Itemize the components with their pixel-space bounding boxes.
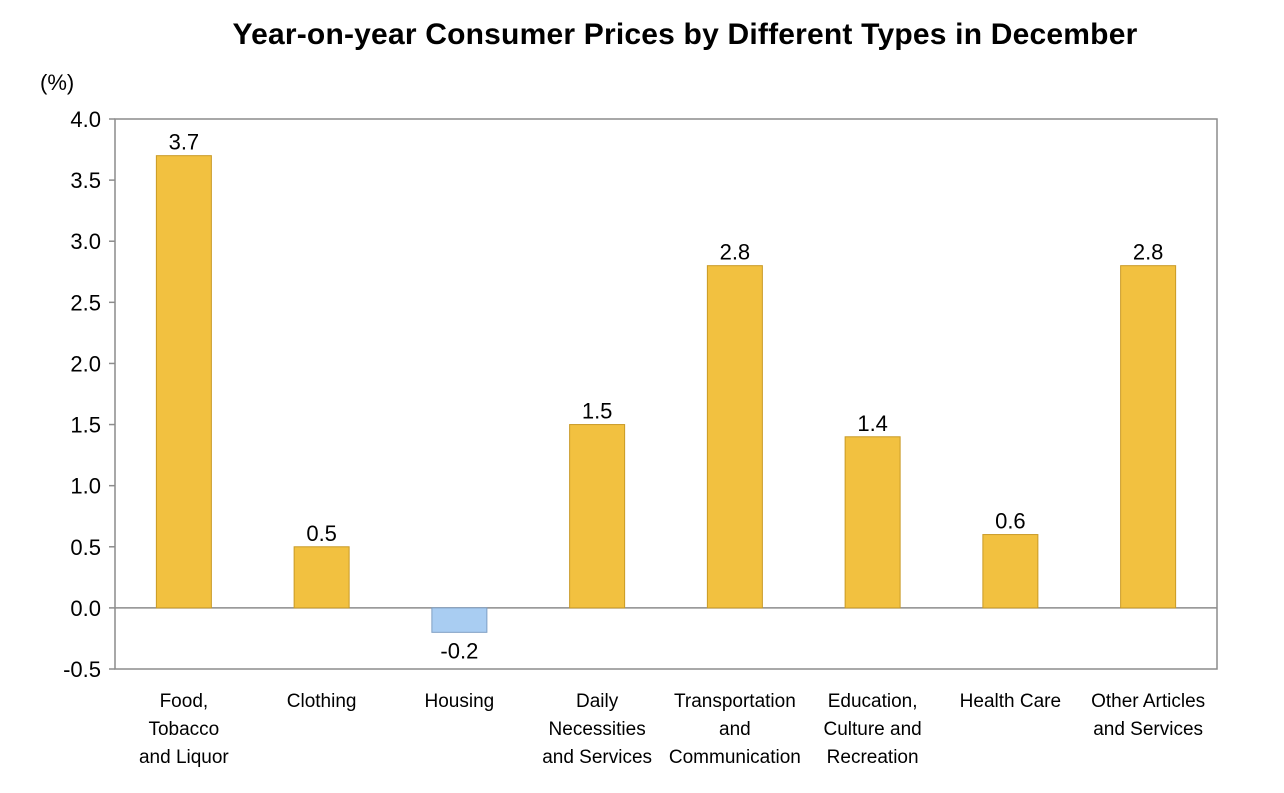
x-tick-label: Other Articles [1091,691,1205,712]
x-tick-label: Daily [576,691,619,712]
y-axis-unit-label: (%) [40,70,74,95]
data-label: 1.5 [582,399,613,424]
y-tick-label: 0.0 [70,596,101,621]
data-label: 0.5 [306,521,337,546]
data-label: 0.6 [995,509,1026,534]
y-tick-label: 2.0 [70,351,101,376]
x-tick-label: and Services [542,747,652,768]
x-tick-label: Culture and [824,719,922,740]
x-tick-label: Health Care [960,691,1061,712]
x-tick-label: Communication [669,747,801,768]
data-label: 1.4 [857,411,888,436]
y-tick-label: 3.0 [70,229,101,254]
data-label: -0.2 [440,638,478,663]
bar [431,607,488,633]
x-tick-label: Necessities [549,719,646,740]
y-tick-label: 3.5 [70,168,101,193]
x-tick-label: Education, [828,691,918,712]
x-tick-label: Recreation [827,747,919,768]
x-tick-label: Housing [425,691,495,712]
chart-title: Year-on-year Consumer Prices by Differen… [232,18,1138,51]
x-tick-label: Tobacco [148,719,219,740]
y-tick-label: -0.5 [63,657,101,682]
y-tick-label: 1.0 [70,474,101,499]
x-tick-label: Transportation [674,691,796,712]
data-label: 3.7 [169,130,200,155]
bar [706,265,763,609]
bar [293,546,350,609]
bar [844,436,901,609]
y-tick-label: 0.5 [70,535,101,560]
x-tick-label: Clothing [287,691,357,712]
x-tick-label: Food, [160,691,209,712]
y-tick-label: 2.5 [70,290,101,315]
bar [1120,265,1177,609]
data-label: 2.8 [1133,240,1164,265]
x-tick-label: and Services [1093,719,1203,740]
y-tick-label: 1.5 [70,413,101,438]
bar [155,155,212,609]
y-tick-label: 4.0 [70,107,101,132]
bar [982,534,1039,609]
plot-frame [114,118,1218,670]
bar [569,424,626,609]
data-label: 2.8 [720,240,751,265]
x-tick-label: and [719,719,751,740]
x-tick-label: and Liquor [139,747,229,768]
